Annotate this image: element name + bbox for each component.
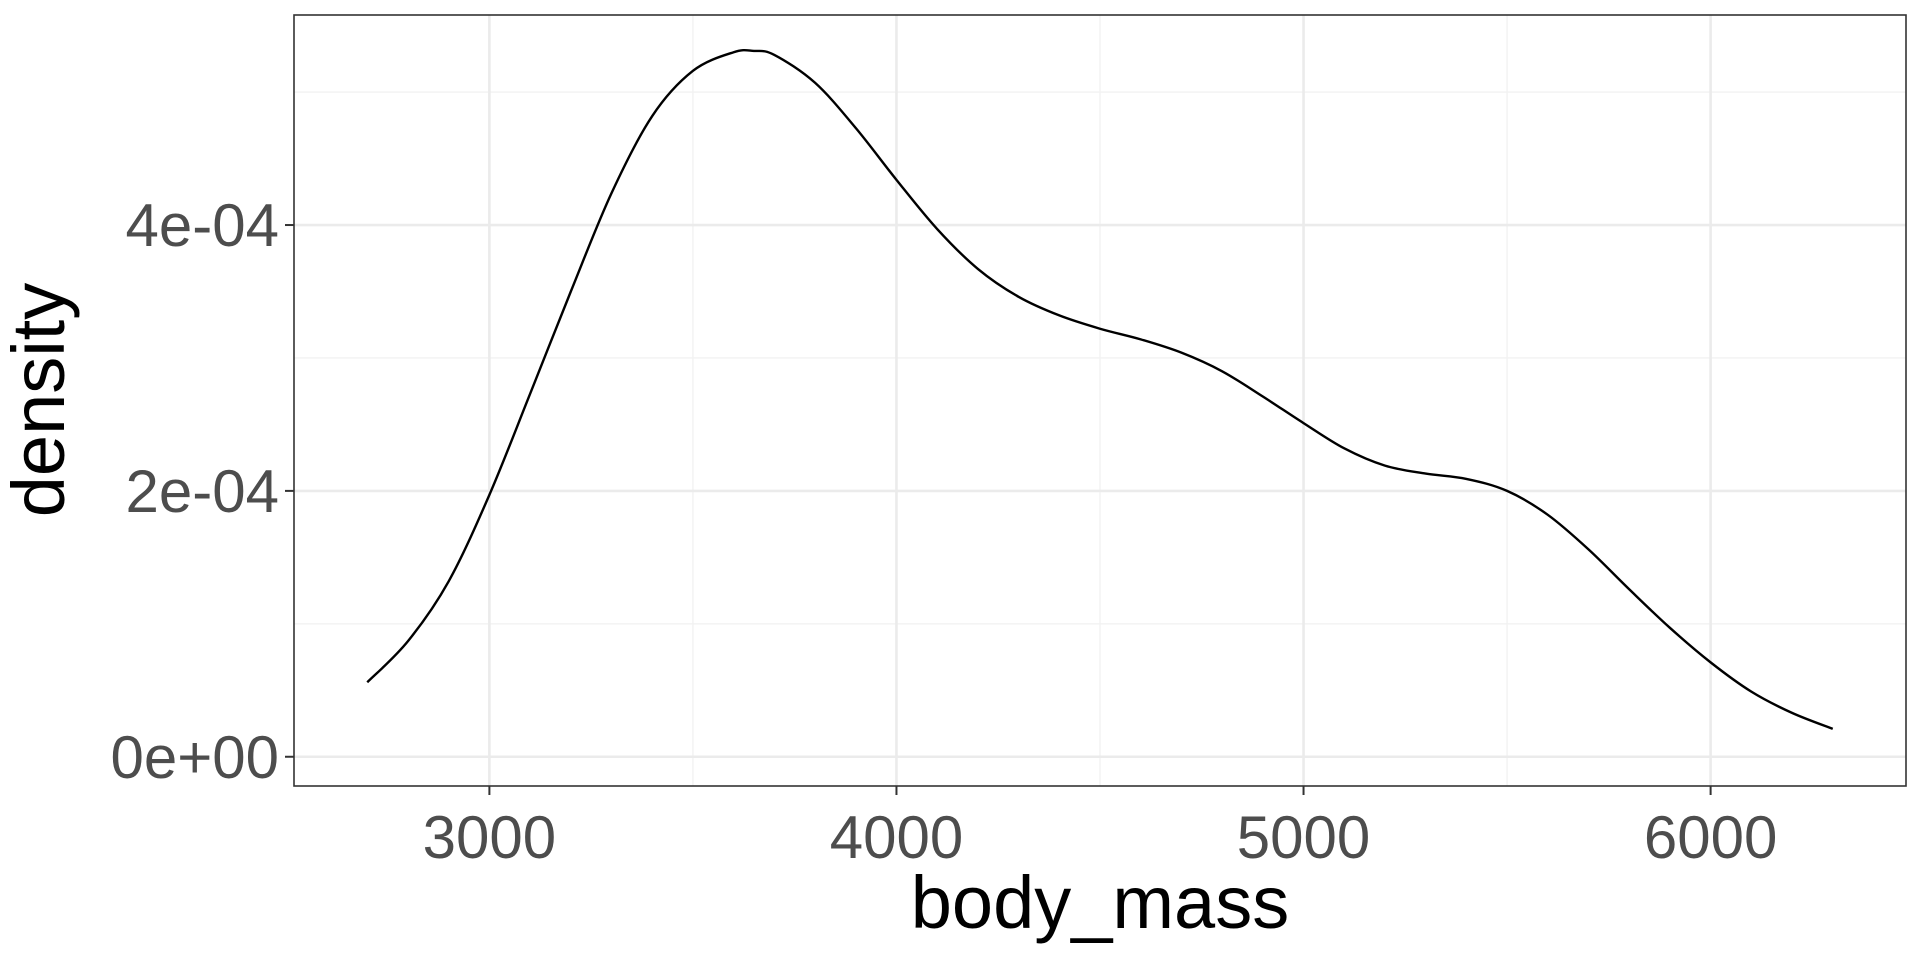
series-layer (366, 48, 1834, 730)
x-tick-label: 5000 (1237, 804, 1370, 871)
density-line-0 (366, 48, 1834, 730)
plot-area (293, 14, 1907, 787)
y-axis-title: density (0, 283, 80, 517)
y-tick-label: 4e-04 (126, 192, 279, 259)
y-axis: 0e+00 2e-04 4e-04 (110, 192, 294, 791)
minor-gridlines (294, 15, 1906, 786)
y-tick-label: 0e+00 (110, 724, 279, 791)
panel-border (293, 14, 1907, 787)
x-axis: 3000 4000 5000 6000 (423, 786, 1777, 871)
x-tick-label: 3000 (423, 804, 556, 871)
x-tick-label: 4000 (830, 804, 963, 871)
major-gridlines (294, 15, 1906, 786)
y-tick-label: 2e-04 (126, 458, 279, 525)
x-tick-label: 6000 (1644, 804, 1777, 871)
x-axis-title: body_mass (911, 861, 1289, 944)
